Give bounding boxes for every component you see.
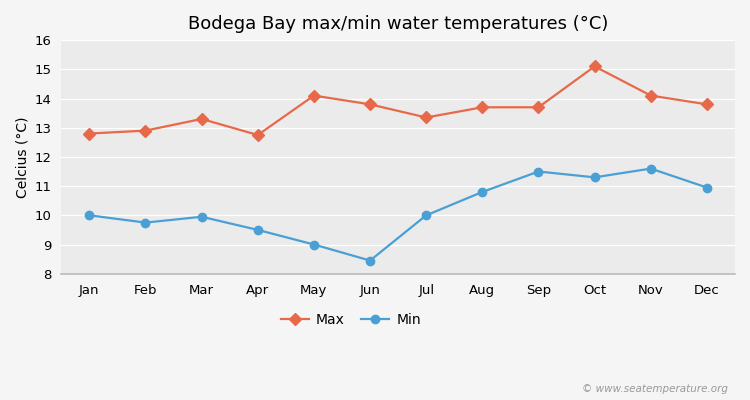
Min [646, 166, 656, 171]
Min [197, 214, 206, 219]
Max [534, 105, 543, 110]
Max [365, 102, 374, 107]
Min [365, 258, 374, 263]
Min [590, 175, 599, 180]
Min [478, 190, 487, 194]
Text: © www.seatemperature.org: © www.seatemperature.org [581, 384, 728, 394]
Min [254, 228, 262, 232]
Max [85, 131, 94, 136]
Title: Bodega Bay max/min water temperatures (°C): Bodega Bay max/min water temperatures (°… [188, 15, 608, 33]
Min [703, 185, 712, 190]
Min [310, 242, 319, 247]
Max [310, 93, 319, 98]
Min [422, 213, 430, 218]
Max [478, 105, 487, 110]
Legend: Max, Min: Max, Min [275, 307, 426, 332]
Max [197, 116, 206, 121]
Y-axis label: Celcius (°C): Celcius (°C) [15, 116, 29, 198]
Max [590, 64, 599, 69]
Max [254, 133, 262, 138]
Max [141, 128, 150, 133]
Line: Max: Max [86, 62, 711, 139]
Max [703, 102, 712, 107]
Min [141, 220, 150, 225]
Min [85, 213, 94, 218]
Min [534, 169, 543, 174]
Max [422, 115, 430, 120]
Max [646, 93, 656, 98]
Line: Min: Min [86, 164, 711, 265]
